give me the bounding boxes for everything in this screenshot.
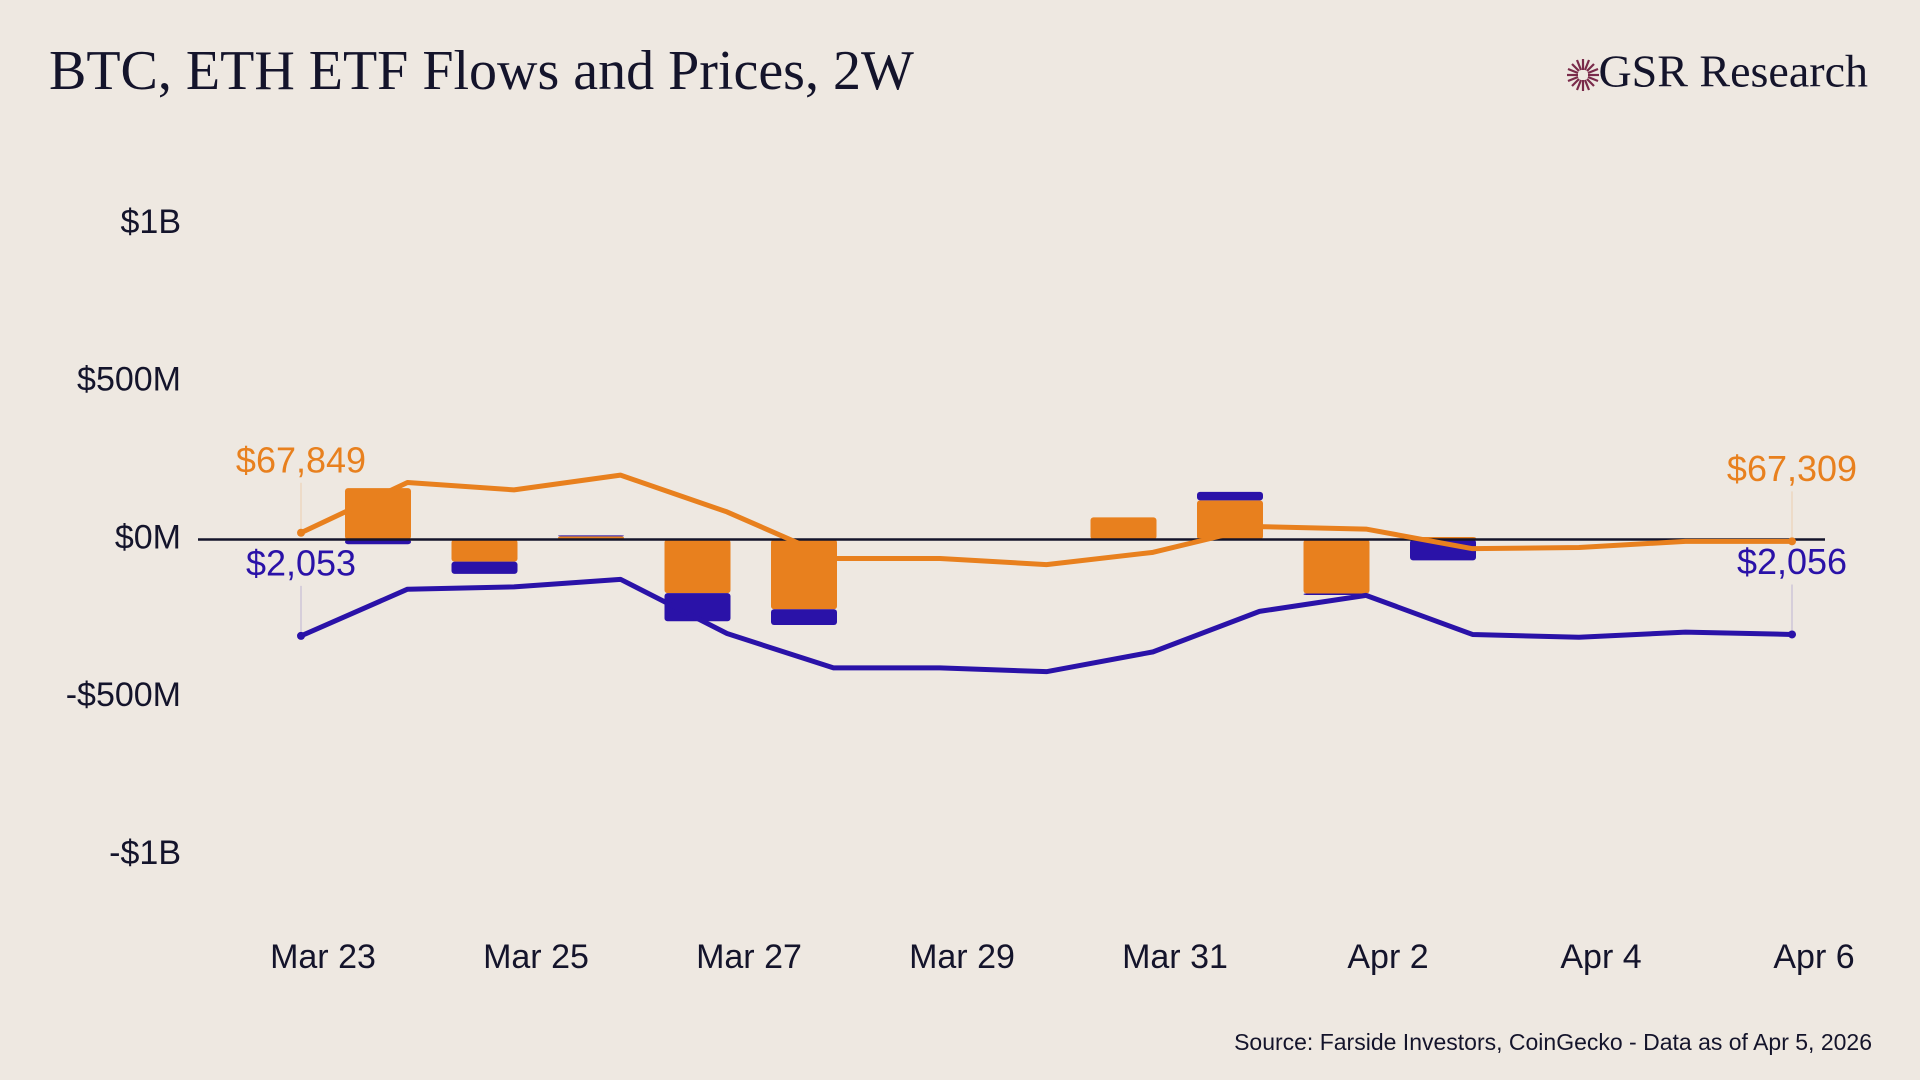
price-label: $2,056 [1737, 541, 1847, 582]
x-tick-label: Mar 29 [909, 938, 1015, 976]
bar [558, 535, 624, 537]
bar [771, 539, 837, 610]
x-tick-label: Apr 2 [1347, 938, 1428, 976]
y-tick-label: $1B [121, 203, 182, 241]
bar [1090, 517, 1157, 540]
y-tick-label: $500M [77, 361, 181, 399]
price-endpoint [1788, 537, 1796, 546]
bar [1303, 539, 1370, 594]
chart-title: BTC, ETH ETF Flows and Prices, 2W [49, 40, 914, 102]
y-tick-label: $0M [115, 518, 181, 556]
price-label: $67,849 [236, 439, 366, 480]
y-tick-label: -$500M [66, 676, 181, 714]
x-tick-label: Mar 23 [270, 938, 376, 976]
x-tick-label: Apr 4 [1560, 938, 1641, 976]
price-endpoint [1788, 630, 1796, 639]
bar [451, 561, 518, 574]
price-line [299, 576, 1793, 675]
x-tick-label: Mar 31 [1122, 938, 1228, 976]
source-note: Source: Farside Investors, CoinGecko - D… [1234, 1029, 1872, 1055]
price-line [299, 472, 1792, 568]
bar [451, 539, 518, 562]
price-endpoint [297, 631, 305, 640]
bar [664, 539, 731, 594]
y-tick-label: -$1B [109, 834, 181, 872]
price-label: $67,309 [1727, 448, 1857, 489]
x-tick-label: Mar 27 [696, 938, 802, 976]
brand: GSR Research [1598, 46, 1868, 97]
bar [345, 488, 411, 540]
brand-icon [1567, 59, 1599, 91]
bar [664, 593, 731, 622]
bar [1197, 491, 1263, 501]
x-tick-label: Apr 6 [1773, 938, 1854, 976]
x-tick-label: Mar 25 [483, 938, 589, 976]
price-label: $2,053 [246, 542, 356, 583]
bar [771, 609, 837, 626]
price-endpoint [297, 528, 305, 537]
bar [1303, 593, 1370, 596]
